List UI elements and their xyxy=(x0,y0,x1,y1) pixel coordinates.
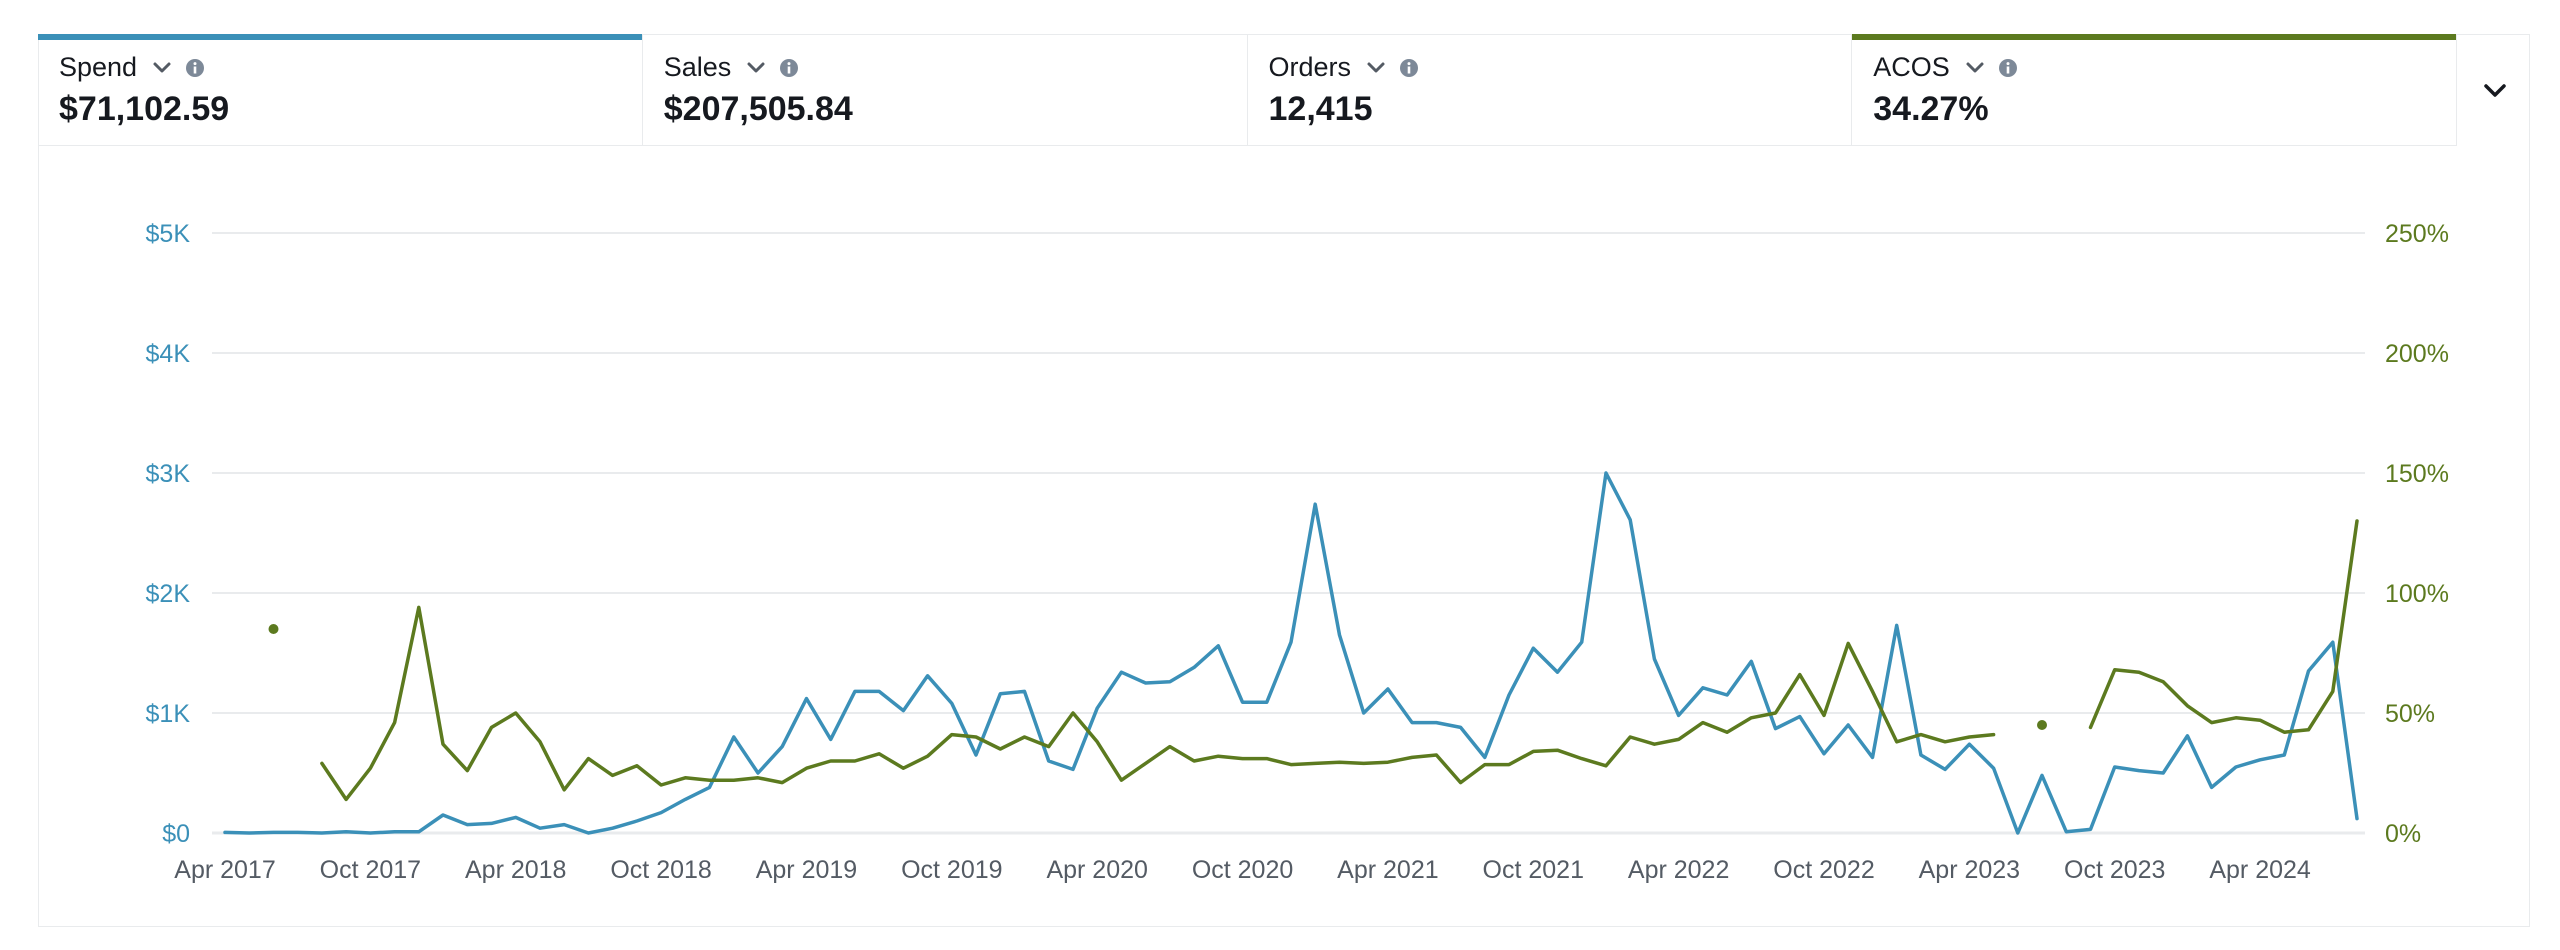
info-icon[interactable] xyxy=(1399,58,1419,78)
metric-label: Orders xyxy=(1268,52,1352,82)
metric-value: 34.27% xyxy=(1873,90,1989,128)
expand-metrics-chevron-icon[interactable] xyxy=(2476,72,2514,110)
chevron-down-icon[interactable] xyxy=(1365,57,1387,79)
metric-tab-orders[interactable]: Orders 12,415 xyxy=(1247,34,1853,146)
info-icon[interactable] xyxy=(1998,58,2018,78)
metric-label: Spend xyxy=(59,52,138,82)
metric-value: $207,505.84 xyxy=(663,90,853,128)
metric-selected-bar xyxy=(1248,34,1852,40)
metric-tab-acos[interactable]: ACOS 34.27% xyxy=(1852,34,2457,146)
metric-value: $71,102.59 xyxy=(59,90,230,128)
chart-card xyxy=(38,34,2530,927)
chevron-down-icon[interactable] xyxy=(745,57,767,79)
metric-tabs: Spend $71,102.59 Sales $207,505.84 Order… xyxy=(38,34,2457,146)
metric-selected-bar xyxy=(38,34,642,40)
metric-selected-bar xyxy=(643,34,1247,40)
metric-tab-sales[interactable]: Sales $207,505.84 xyxy=(642,34,1248,146)
metric-selected-bar xyxy=(1852,34,2456,40)
info-icon[interactable] xyxy=(185,58,205,78)
metric-label: ACOS xyxy=(1873,52,1950,82)
chevron-down-icon[interactable] xyxy=(151,57,173,79)
metric-value: 12,415 xyxy=(1268,90,1373,128)
info-icon[interactable] xyxy=(779,58,799,78)
chevron-down-icon[interactable] xyxy=(1964,57,1986,79)
metric-label: Sales xyxy=(663,52,732,82)
metric-tab-spend[interactable]: Spend $71,102.59 xyxy=(38,34,643,146)
